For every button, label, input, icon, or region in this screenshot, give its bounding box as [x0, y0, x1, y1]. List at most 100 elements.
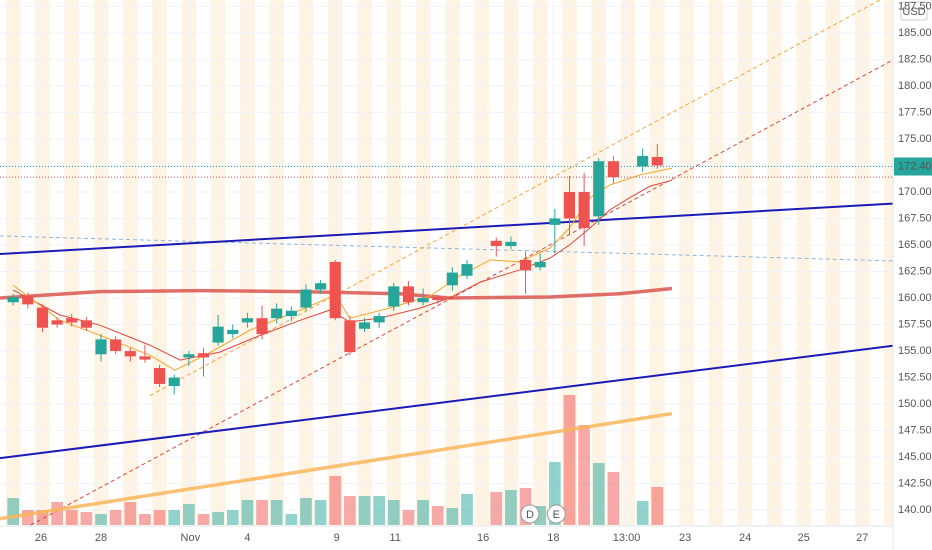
candle-body — [461, 264, 473, 276]
overlay-line — [0, 235, 894, 262]
overlay-line — [30, 59, 894, 526]
overlay-line — [0, 286, 673, 300]
candle-body — [417, 298, 429, 303]
y-tick-label: 185.00 — [898, 27, 932, 39]
candle-body — [534, 261, 546, 268]
y-tick-label: 187.50 — [898, 0, 932, 12]
volume-bar — [314, 500, 327, 525]
volume-bar — [300, 498, 312, 525]
x-tick-label: 23 — [679, 532, 691, 544]
session-stripe — [415, 0, 431, 525]
volume-bar — [402, 510, 415, 525]
candle-body — [110, 339, 122, 352]
volume-bar — [578, 425, 590, 525]
candle-body — [373, 316, 385, 323]
volume-bar — [344, 496, 356, 525]
volume-bar — [241, 500, 254, 525]
x-tick-label: 18 — [547, 532, 559, 544]
volume-bar — [651, 487, 664, 525]
volume-bar — [548, 462, 561, 525]
session-stripe — [5, 0, 21, 525]
event-marker-label: D — [526, 509, 534, 521]
session-stripe — [445, 0, 460, 525]
candle-body — [593, 161, 605, 217]
candle-body — [241, 318, 253, 323]
overlay-line — [12, 179, 673, 361]
candle-body — [446, 272, 458, 286]
candle-body — [358, 322, 371, 329]
volume-bar — [36, 510, 49, 525]
candle-body — [22, 295, 34, 305]
volume-bar — [505, 490, 517, 525]
session-stripe — [386, 0, 402, 525]
volume-bar — [51, 502, 63, 525]
volume-bar — [197, 514, 210, 525]
currency: USD — [902, 6, 925, 18]
candle-body — [7, 296, 19, 303]
candle-body — [183, 354, 195, 358]
x-tick-label: 27 — [856, 532, 868, 544]
x-tick-label: 11 — [390, 532, 401, 544]
session-stripe — [152, 0, 167, 525]
session-stripe — [64, 0, 80, 525]
x-tick-label: 16 — [477, 532, 489, 544]
candle-body — [607, 161, 619, 178]
y-tick-label: 175.00 — [898, 133, 932, 145]
session-stripe — [591, 0, 607, 525]
volume-bar — [636, 501, 649, 525]
volume-bar — [256, 500, 268, 525]
volume-bar — [153, 510, 166, 525]
candle-body — [490, 240, 502, 247]
y-tick-label: 170.00 — [898, 186, 932, 198]
x-tick-label: 26 — [35, 532, 47, 544]
candle-body — [271, 308, 283, 319]
y-tick-label: 150.00 — [898, 398, 932, 410]
session-stripe — [474, 0, 489, 525]
candle-body — [315, 283, 327, 290]
volume-bar — [358, 496, 371, 525]
session-stripe — [562, 0, 577, 525]
candle-body — [36, 307, 49, 328]
candle-body — [388, 286, 400, 307]
candle-body — [578, 191, 590, 229]
candle-body — [651, 156, 663, 166]
candle-body — [139, 356, 151, 360]
y-tick-label: 165.00 — [898, 239, 932, 251]
y-tick-label: 182.50 — [898, 53, 932, 65]
volume-bar — [21, 510, 34, 525]
overlay-line — [0, 344, 894, 460]
candle-body — [344, 320, 356, 353]
session-stripe — [35, 0, 50, 525]
event-marker-label: E — [553, 509, 560, 521]
session-stripe — [825, 0, 841, 525]
volume-bar — [431, 506, 444, 525]
y-tick-label: 162.50 — [898, 265, 932, 277]
session-stripe — [269, 0, 285, 525]
candle-body — [549, 218, 561, 225]
candle-body — [285, 310, 297, 317]
y-tick-label: 152.50 — [898, 371, 932, 383]
candle-body — [432, 296, 444, 301]
candle-body — [505, 241, 517, 247]
candle-body — [66, 318, 78, 323]
candle-body — [300, 289, 312, 308]
y-tick-label: 142.50 — [898, 478, 932, 490]
volume-bar — [417, 500, 429, 525]
currency-box — [900, 1, 928, 21]
candle-body — [519, 259, 532, 271]
volume-bar — [461, 494, 473, 525]
session-stripe — [708, 0, 724, 525]
volume-bar — [270, 500, 283, 525]
x-tick-label: 28 — [95, 532, 107, 544]
y-tick-label: 147.50 — [898, 425, 932, 437]
y-tick-label: 155.00 — [898, 345, 932, 357]
session-stripe — [679, 0, 694, 525]
event-marker — [546, 504, 566, 524]
volume-bar — [446, 508, 459, 525]
x-tick-label: 9 — [334, 532, 340, 544]
y-tick-label: 160.00 — [898, 292, 932, 304]
volume-bar — [139, 514, 151, 525]
volume-bar — [490, 492, 503, 525]
candle-body — [197, 353, 210, 358]
